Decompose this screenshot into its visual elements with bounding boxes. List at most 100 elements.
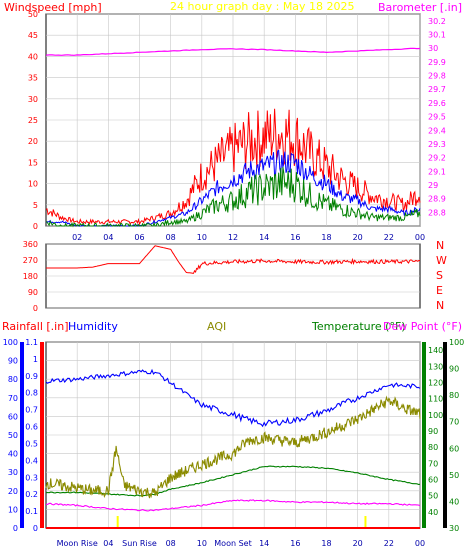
barometer-tick-label: 30.1 xyxy=(428,31,446,40)
temperature-tick-label: 50 xyxy=(428,492,438,501)
humidity-tick-label: 60 xyxy=(8,412,18,421)
barometer-line xyxy=(45,47,421,56)
rainfall-tick-label: 0.4 xyxy=(25,456,38,465)
time-tick-label: 00 xyxy=(415,233,425,242)
dewpoint-axis-title: Dew Point (°F) xyxy=(383,320,462,333)
humidity-time-tick-label: 20 xyxy=(353,539,363,548)
temperature-tick-label: 60 xyxy=(428,475,438,484)
barometer-tick-label: 30.2 xyxy=(428,17,446,26)
dewpoint-line xyxy=(45,499,421,512)
aqi-axis-bar xyxy=(443,342,447,528)
barometer-tick-label: 29.4 xyxy=(428,126,446,135)
time-tick-label: 14 xyxy=(259,233,269,242)
aqi-tick-label: 40 xyxy=(449,497,459,506)
time-tick-label: 18 xyxy=(321,233,331,242)
direction-tick-label: 270 xyxy=(23,256,38,265)
compass-label: N xyxy=(436,239,444,252)
rainfall-tick-label: 0.7 xyxy=(25,406,38,415)
humidity-line xyxy=(45,368,421,428)
humidity-tick-label: 70 xyxy=(8,394,18,403)
humidity-time-tick-label: 00 xyxy=(415,539,425,548)
windspeed-tick-label: 20 xyxy=(28,137,38,146)
aqi-axis-title: AQI xyxy=(207,320,226,333)
direction-series-group xyxy=(46,245,421,274)
humidity-series-group xyxy=(45,368,421,529)
time-tick-label: 22 xyxy=(384,233,394,242)
humidity-tick-label: 0 xyxy=(13,524,18,533)
humidity-time-tick-label: 10 xyxy=(197,539,207,548)
time-tick-label: 06 xyxy=(134,233,144,242)
aqi-tick-label: 30 xyxy=(449,524,459,533)
humidity-time-tick-label: Sun Rise xyxy=(122,539,157,548)
direction-tick-label: 0 xyxy=(33,304,38,313)
direction-tick-label: 90 xyxy=(28,288,38,297)
rainfall-tick-label: 0.8 xyxy=(25,389,38,398)
windspeed-tick-label: 5 xyxy=(33,201,38,210)
temperature-axis-bar xyxy=(422,342,426,528)
rainfall-tick-label: 0.3 xyxy=(25,473,38,482)
windspeed-tick-label: 45 xyxy=(28,31,38,40)
barometer-tick-label: 28.9 xyxy=(428,195,446,204)
temperature-tick-label: 140 xyxy=(428,346,443,355)
barometer-axis: 28.8 28.9 29 29.1 29.2 29.3 29.4 29.5 29.6 29.7 29… xyxy=(428,17,446,217)
barometer-tick-label: 30 xyxy=(428,44,438,53)
aqi-tick-label: 100 xyxy=(449,338,464,347)
direction-grid xyxy=(46,243,420,309)
wind-gust-line xyxy=(45,108,421,226)
temperature-tick-label: 70 xyxy=(428,459,438,468)
humidity-time-tick-label: 16 xyxy=(290,539,300,548)
windspeed-tick-label: 0 xyxy=(33,222,38,231)
temperature-tick-label: 80 xyxy=(428,443,438,452)
barometer-tick-label: 29.3 xyxy=(428,140,446,149)
windspeed-tick-label: 35 xyxy=(28,74,38,83)
rainfall-tick-label: 0.2 xyxy=(25,490,38,499)
barometer-tick-label: 29 xyxy=(428,181,438,190)
direction-tick-label: 180 xyxy=(23,272,38,281)
windspeed-tick-label: 10 xyxy=(28,180,38,189)
rainfall-tick-label: 1 xyxy=(33,355,38,364)
graph-title: 24 hour graph day : May 18 2025 xyxy=(170,0,355,13)
barometer-tick-label: 29.8 xyxy=(428,72,446,81)
windspeed-tick-label: 50 xyxy=(28,10,38,19)
direction-axis: 0 90 180 270 360 xyxy=(23,240,38,313)
humidity-time-axis: Moon Rise 04 Sun Rise 08 10 Moon Set 14 16 18 20 2… xyxy=(57,539,426,548)
humidity-time-tick-label: Moon Rise xyxy=(57,539,98,548)
barometer-tick-label: 29.9 xyxy=(428,58,446,67)
wind-time-axis: 02 04 06 08 10 12 14 16 18 20 22 00 xyxy=(72,233,425,242)
rainfall-tick-label: 1.1 xyxy=(25,338,38,347)
windspeed-tick-label: 15 xyxy=(28,158,38,167)
wind-direction-line xyxy=(46,245,421,274)
humidity-tick-label: 30 xyxy=(8,468,18,477)
time-tick-label: 04 xyxy=(103,233,113,242)
barometer-tick-label: 29.1 xyxy=(428,167,446,176)
humidity-grid xyxy=(46,341,421,529)
windspeed-tick-label: 25 xyxy=(28,116,38,125)
aqi-tick-label: 80 xyxy=(449,391,459,400)
time-tick-label: 16 xyxy=(290,233,300,242)
barometer-axis-title: Barometer [.in] xyxy=(378,1,462,14)
rainfall-axis-title: Rainfall [.in] xyxy=(2,320,69,333)
barometer-tick-label: 28.8 xyxy=(428,208,446,217)
humidity-axes: 0 10 20 30 40 50 60 70 80 90 100 0 0.1 0.2 0.3 0.4 0.5 0.… xyxy=(3,338,465,533)
windspeed-tick-label: 40 xyxy=(28,52,38,61)
humidity-time-tick-label: 22 xyxy=(384,539,394,548)
compass-label: E xyxy=(436,284,443,297)
humidity-time-tick-label: 08 xyxy=(166,539,176,548)
windspeed-axis: 0 5 10 15 20 25 30 35 40 45 50 xyxy=(28,10,38,231)
temperature-axis-title: Temperature (°F) xyxy=(311,320,406,333)
humidity-tick-label: 40 xyxy=(8,450,18,459)
wind-speed-line xyxy=(45,166,421,228)
humidity-tick-label: 80 xyxy=(8,375,18,384)
aqi-tick-label: 70 xyxy=(449,418,459,427)
aqi-tick-label: 90 xyxy=(449,365,459,374)
rainfall-axis-bar xyxy=(40,342,44,528)
rainfall-tick-label: 0.1 xyxy=(25,507,38,516)
humidity-tick-label: 10 xyxy=(8,505,18,514)
time-tick-label: 12 xyxy=(228,233,238,242)
humidity-axis-title: Humidity xyxy=(68,320,118,333)
humidity-time-tick-label: 14 xyxy=(259,539,269,548)
humidity-tick-label: 90 xyxy=(8,357,18,366)
humidity-time-tick-label: 18 xyxy=(321,539,331,548)
